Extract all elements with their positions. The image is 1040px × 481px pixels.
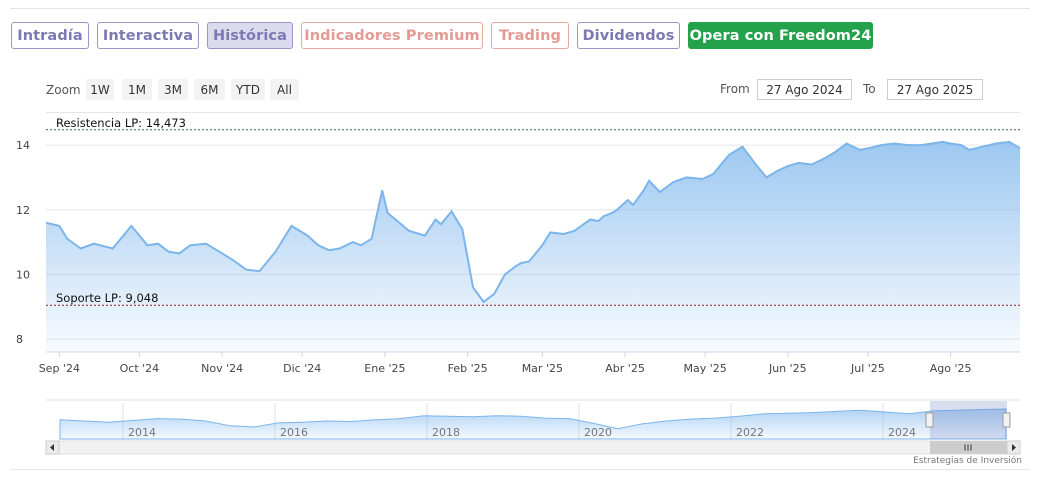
top-divider: [10, 8, 1030, 9]
zoom-label: Zoom: [46, 83, 81, 97]
to-date-input[interactable]: 27 Ago 2025: [887, 79, 983, 100]
tab-interactiva[interactable]: Interactiva: [97, 22, 199, 49]
x-tick-label: Nov '24: [201, 362, 243, 375]
bottom-divider: [10, 469, 1030, 470]
tab-trading[interactable]: Trading: [491, 22, 569, 49]
navigator-right-handle[interactable]: [1002, 412, 1011, 428]
x-tick-label: Ene '25: [364, 362, 405, 375]
navigator-area: [59, 408, 1007, 440]
x-tick-label: Feb '25: [448, 362, 488, 375]
x-tick-label: Oct '24: [120, 362, 160, 375]
scroll-left-arrow-icon: [50, 444, 54, 451]
navigator-selection[interactable]: [930, 401, 1007, 439]
x-tick-label: May '25: [683, 362, 726, 375]
support-resistance-lines: Resistencia LP: 14,473 Soporte LP: 9,048: [46, 116, 1020, 306]
tab-intradia[interactable]: Intradía: [11, 22, 89, 49]
y-tick-label: 10: [16, 268, 30, 281]
x-tick-label: Dic '24: [283, 362, 321, 375]
navigator-year-label: 2022: [736, 426, 764, 439]
scroll-right-arrow-icon: [1012, 444, 1016, 451]
to-label: To: [863, 82, 876, 96]
from-date-input[interactable]: 27 Ago 2024: [757, 79, 852, 100]
from-label: From: [720, 82, 750, 96]
x-tick-label: Jun '25: [768, 362, 807, 375]
chart-credit: Estrategias de Inversión: [913, 456, 1022, 466]
y-tick-label: 12: [16, 204, 30, 217]
tab-historica[interactable]: Histórica: [207, 22, 293, 49]
zoom-ytd-button[interactable]: YTD: [231, 79, 265, 100]
y-tick-label: 14: [16, 139, 30, 152]
zoom-1m-button[interactable]: 1M: [122, 79, 152, 100]
zoom-3m-button[interactable]: 3M: [158, 79, 188, 100]
x-tick-label: Jul '25: [850, 362, 885, 375]
tab-opera-freedom24[interactable]: Opera con Freedom24: [688, 22, 873, 49]
scrollbar-grip-icon: [964, 444, 972, 451]
plot-line-label: Resistencia LP: 14,473: [56, 116, 186, 130]
tab-indicadores-premium[interactable]: Indicadores Premium: [301, 22, 483, 49]
zoom-all-button[interactable]: All: [270, 79, 299, 100]
price-line: [45, 140, 1021, 304]
plot-line-label: Soporte LP: 9,048: [56, 291, 158, 305]
x-axis-labels: Sep '24 Oct '24 Nov '24 Dic '24 Ene '25 Feb '…: [39, 352, 972, 375]
navigator-year-label: 2024: [888, 426, 916, 439]
x-tick-label: Abr '25: [605, 362, 645, 375]
navigator-year-labels: 2014 2016 2018 2020 2022 2024: [128, 426, 916, 439]
zoom-1w-button[interactable]: 1W: [86, 79, 114, 100]
x-tick-label: Mar '25: [522, 362, 563, 375]
tab-dividendos[interactable]: Dividendos: [577, 22, 680, 49]
x-tick-label: Ago '25: [930, 362, 972, 375]
navigator-year-label: 2014: [128, 426, 156, 439]
navigator-year-label: 2020: [584, 426, 612, 439]
price-area: [46, 141, 1020, 352]
navigator-year-label: 2018: [432, 426, 460, 439]
y-tick-label: 8: [16, 333, 23, 346]
x-tick-label: Sep '24: [39, 362, 80, 375]
navigator-year-label: 2016: [280, 426, 308, 439]
zoom-6m-button[interactable]: 6M: [194, 79, 225, 100]
toolbar-divider: [46, 112, 1020, 113]
y-axis-labels: 8 10 12 14: [16, 139, 30, 346]
scrollbar-track[interactable]: [45, 440, 1021, 455]
navigator-left-handle[interactable]: [925, 412, 934, 428]
